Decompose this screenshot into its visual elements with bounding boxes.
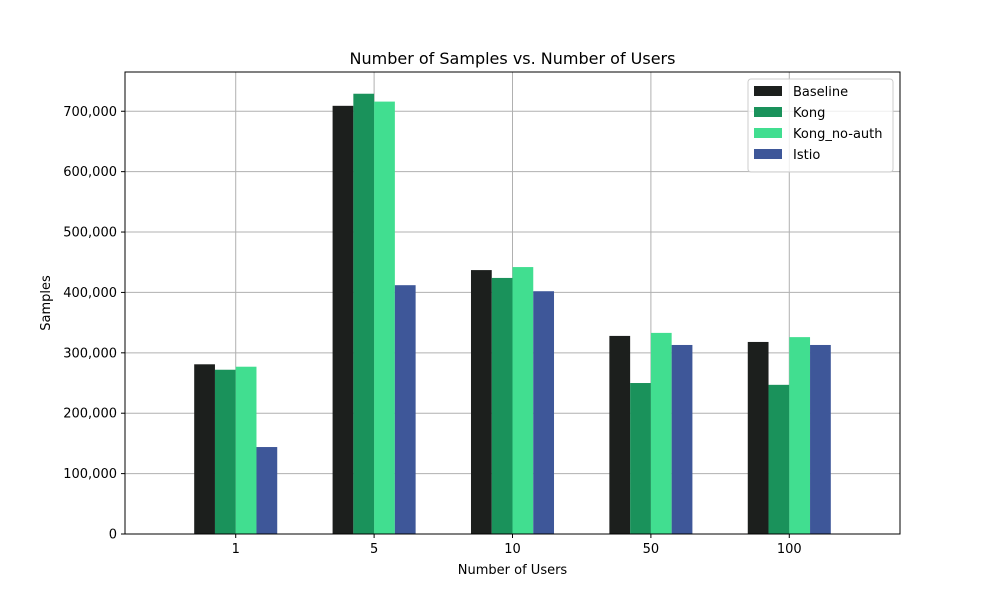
legend-label: Istio [793, 148, 820, 163]
bar-istio-10 [533, 291, 555, 534]
y-tick-label: 300,000 [63, 346, 117, 361]
bar-baseline-100 [747, 341, 769, 534]
y-tick-label: 0 [109, 528, 117, 543]
y-tick-label: 400,000 [63, 286, 117, 301]
y-tick-label: 600,000 [63, 165, 117, 180]
bar-baseline-50 [609, 335, 631, 534]
y-tick-label: 700,000 [63, 105, 117, 120]
bar-kong-no-auth-50 [650, 332, 672, 534]
bar-istio-100 [810, 344, 831, 534]
chart-title: Number of Samples vs. Number of Users [350, 49, 676, 68]
y-tick-label: 500,000 [63, 226, 117, 241]
bar-kong-50 [630, 383, 651, 534]
x-tick-label: 5 [370, 542, 378, 557]
legend-swatch [754, 86, 782, 96]
bar-istio-1 [256, 447, 278, 534]
bar-baseline-5 [332, 105, 354, 534]
axis-ticks: 0 100,000 200,000 300,000 400,000 500,000 600,… [63, 105, 801, 557]
bar-kong-no-auth-1 [235, 366, 257, 534]
legend-box [747, 78, 894, 173]
bar-baseline-1 [194, 364, 215, 534]
legend-swatch [754, 128, 782, 138]
legend-swatch [754, 107, 782, 117]
legend-swatch [754, 149, 782, 159]
bar-kong-no-auth-10 [512, 267, 534, 534]
x-tick-label: 50 [643, 542, 660, 557]
x-tick-label: 100 [777, 542, 802, 557]
bar-kong-100 [768, 384, 790, 534]
y-tick-label: 200,000 [63, 407, 117, 422]
legend: Baseline Kong Kong_no-auth Istio [747, 78, 894, 173]
bar-kong-1 [214, 369, 236, 534]
bar-kong-no-auth-5 [374, 101, 395, 534]
bar-baseline-10 [470, 270, 492, 534]
bar-istio-5 [394, 285, 416, 534]
x-axis-label: Number of Users [458, 563, 568, 578]
legend-label: Kong [793, 106, 825, 121]
bar-kong-10 [491, 277, 513, 534]
legend-label: Kong_no-auth [793, 127, 883, 142]
bar-kong-5 [353, 93, 375, 534]
bar-istio-50 [671, 344, 693, 534]
x-tick-label: 1 [232, 542, 240, 557]
bars [194, 93, 831, 534]
x-tick-label: 10 [504, 542, 521, 557]
legend-label: Baseline [793, 85, 848, 100]
bar-kong-no-auth-100 [789, 337, 811, 534]
y-tick-label: 100,000 [63, 467, 117, 482]
y-axis-label: Samples [39, 275, 54, 331]
